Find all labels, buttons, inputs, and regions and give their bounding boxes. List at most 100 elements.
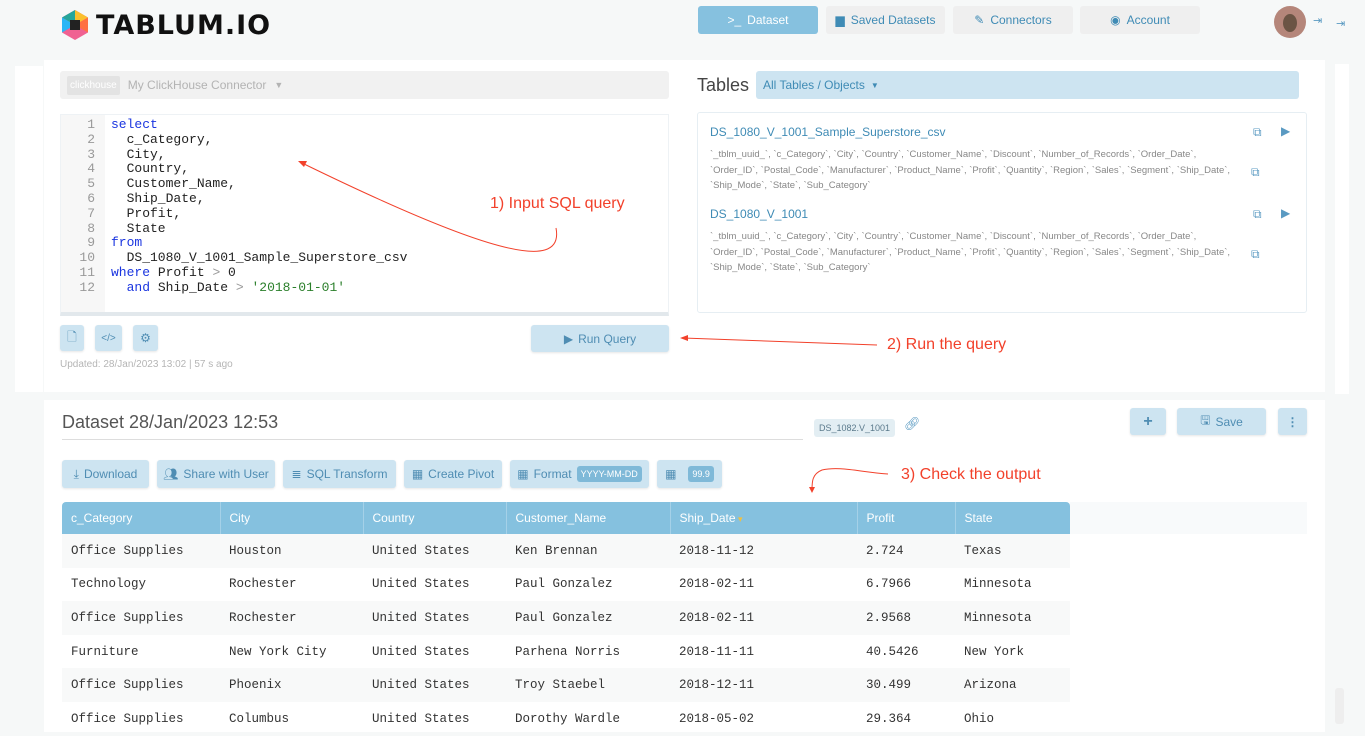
table-name-link[interactable]: DS_1080_V_1001 bbox=[710, 207, 809, 221]
table-columns: `_tblm_uuid_`, `c_Category`, `City`, `Co… bbox=[710, 149, 1231, 191]
table-cell[interactable]: 2.9568 bbox=[857, 601, 955, 635]
table-cell[interactable]: Office Supplies bbox=[62, 668, 220, 702]
table-cell[interactable]: Rochester bbox=[229, 577, 297, 592]
column-header[interactable]: City bbox=[220, 502, 364, 534]
column-header[interactable]: c_Category bbox=[62, 502, 221, 534]
play-icon[interactable]: ▶ bbox=[1281, 206, 1291, 220]
play-icon[interactable]: ▶ bbox=[1281, 124, 1291, 138]
column-header[interactable]: Customer_Name bbox=[506, 502, 671, 534]
table-cell[interactable]: Parhena Norris bbox=[515, 644, 621, 659]
avatar[interactable] bbox=[1274, 6, 1306, 38]
new-file-button[interactable]: 🗋 bbox=[60, 325, 84, 351]
scrollbar[interactable] bbox=[1335, 64, 1349, 394]
copy-columns-icon[interactable]: ⧉ bbox=[1251, 247, 1260, 261]
code-text: and Ship_Date > '2018-01-01' bbox=[111, 280, 345, 295]
table-cell[interactable]: Rochester bbox=[220, 601, 363, 635]
table-cell[interactable]: United States bbox=[363, 668, 506, 702]
table-cell[interactable]: United States bbox=[363, 534, 506, 568]
table-cell[interactable]: United States bbox=[372, 644, 470, 659]
create-pivot-button[interactable]: ▦ Create Pivot bbox=[404, 460, 502, 488]
table-cell[interactable]: Office Supplies bbox=[62, 534, 220, 568]
table-cell[interactable]: 2018-11-11 bbox=[679, 644, 755, 659]
download-button[interactable]: ⤓ Download bbox=[62, 460, 149, 488]
sql-editor[interactable]: 1 select 2 c_Category, 3 City, 4 Country, 5 C… bbox=[60, 114, 669, 316]
table-cell[interactable]: Office Supplies bbox=[62, 601, 220, 635]
create-pivot-label: Create Pivot bbox=[428, 467, 495, 481]
copy-icon[interactable]: ⧉ bbox=[1253, 125, 1262, 139]
terminal-icon: >_ bbox=[727, 13, 742, 27]
table-cell[interactable]: 29.364 bbox=[866, 711, 912, 726]
table-cell[interactable]: United States bbox=[372, 577, 470, 592]
settings-button[interactable]: ⚙ bbox=[133, 325, 158, 351]
column-header[interactable]: Country bbox=[363, 502, 507, 534]
scrollbar-thumb[interactable] bbox=[1335, 688, 1344, 724]
table-cell[interactable]: United States bbox=[363, 601, 506, 635]
column-label: Country bbox=[372, 511, 415, 525]
user-circle-icon: ◉ bbox=[1110, 13, 1121, 27]
tables-filter-select[interactable]: All Tables / Objects ▼ bbox=[756, 71, 1299, 99]
share-button[interactable]: 👥︎ Share with User bbox=[157, 460, 275, 488]
nav-saved-datasets[interactable]: ▆ Saved Datasets bbox=[826, 6, 945, 34]
logout-icon[interactable]: ⇥ bbox=[1336, 18, 1346, 30]
table-name-link[interactable]: DS_1080_V_1001_Sample_Superstore_csv bbox=[710, 125, 946, 139]
table-cell[interactable]: Minnesota bbox=[955, 601, 1070, 635]
table-cell[interactable]: 2018-12-11 bbox=[670, 668, 857, 702]
table-cell[interactable]: 2018-02-11 bbox=[679, 577, 755, 592]
code-text: DS_1080_V_1001_Sample_Superstore_csv bbox=[111, 250, 408, 265]
table-cell[interactable]: Arizona bbox=[955, 668, 1070, 702]
sort-icon[interactable]: ▾ bbox=[735, 514, 743, 524]
nav-dataset[interactable]: >_ Dataset bbox=[698, 6, 818, 34]
dataset-title[interactable]: Dataset 28/Jan/2023 12:53 bbox=[62, 412, 803, 440]
table-cell[interactable]: Furniture bbox=[71, 644, 139, 659]
table-cell[interactable]: 40.5426 bbox=[866, 644, 919, 659]
table-cell[interactable]: Minnesota bbox=[964, 577, 1032, 592]
caret-down-icon: ▼ bbox=[870, 80, 879, 90]
more-button[interactable]: ⋮ bbox=[1278, 408, 1307, 435]
table-cell[interactable]: 6.7966 bbox=[866, 577, 912, 592]
table-cell[interactable]: Office Supplies bbox=[71, 711, 184, 726]
copy-columns-icon[interactable]: ⧉ bbox=[1251, 165, 1260, 179]
table-cell[interactable]: 2018-02-11 bbox=[670, 601, 857, 635]
table-cell[interactable]: Columbus bbox=[229, 711, 290, 726]
table-cell[interactable]: Troy Staebel bbox=[506, 668, 670, 702]
link-icon[interactable]: 🔗︎ bbox=[904, 416, 921, 431]
add-button[interactable]: + bbox=[1130, 408, 1166, 435]
table-cell[interactable]: 2018-05-02 bbox=[679, 711, 755, 726]
copy-icon[interactable]: ⧉ bbox=[1253, 207, 1262, 221]
logo[interactable]: TABLUM.IO bbox=[58, 8, 271, 42]
run-query-button[interactable]: ▶ Run Query bbox=[531, 325, 669, 352]
table-cell[interactable]: Houston bbox=[220, 534, 363, 568]
logout-icon[interactable]: ⇥ bbox=[1313, 15, 1323, 27]
nav-connectors[interactable]: ✎ Connectors bbox=[953, 6, 1073, 34]
number-format-button[interactable]: ▦ 99.9 bbox=[657, 460, 722, 488]
column-header[interactable]: Ship_Date ▾ bbox=[670, 502, 858, 534]
table-cell[interactable]: 30.499 bbox=[857, 668, 955, 702]
table-cell[interactable]: United States bbox=[372, 711, 470, 726]
code-token: select bbox=[111, 117, 158, 132]
sql-transform-button[interactable]: ≣ SQL Transform bbox=[283, 460, 396, 488]
decimals-value: 99.9 bbox=[688, 466, 714, 482]
table-cell[interactable]: Texas bbox=[955, 534, 1070, 568]
table-cell[interactable]: Paul Gonzalez bbox=[506, 601, 670, 635]
nav-account[interactable]: ◉ Account bbox=[1080, 6, 1200, 34]
connector-select[interactable]: clickhouse My ClickHouse Connector ▼ bbox=[60, 71, 669, 99]
table-cell[interactable]: New York City bbox=[229, 644, 327, 659]
table-cell[interactable]: Phoenix bbox=[220, 668, 363, 702]
line-number: 6 bbox=[87, 191, 95, 206]
table-cell[interactable]: Dorothy Wardle bbox=[515, 711, 621, 726]
table-cell[interactable]: Ken Brennan bbox=[506, 534, 670, 568]
table-row: Technology Rochester United States Paul Gon… bbox=[62, 568, 1070, 602]
table-cell[interactable]: 2.724 bbox=[857, 534, 955, 568]
table-cell[interactable]: Technology bbox=[71, 577, 147, 592]
table-cell[interactable]: New York bbox=[964, 644, 1025, 659]
date-format-button[interactable]: ▦ Format YYYY-MM-DD bbox=[510, 460, 649, 488]
format-code-button[interactable]: </> bbox=[95, 325, 122, 351]
column-header[interactable]: State bbox=[955, 502, 1070, 534]
table-row: Office Supplies Rochester United States Pau… bbox=[62, 601, 1070, 635]
table-cell[interactable]: Paul Gonzalez bbox=[515, 577, 613, 592]
save-button[interactable]: 🖫 Save bbox=[1177, 408, 1266, 435]
table-cell[interactable]: 2018-11-12 bbox=[670, 534, 857, 568]
column-header[interactable]: Profit bbox=[857, 502, 956, 534]
code-text: Country, bbox=[111, 161, 189, 176]
table-cell[interactable]: Ohio bbox=[964, 711, 995, 726]
